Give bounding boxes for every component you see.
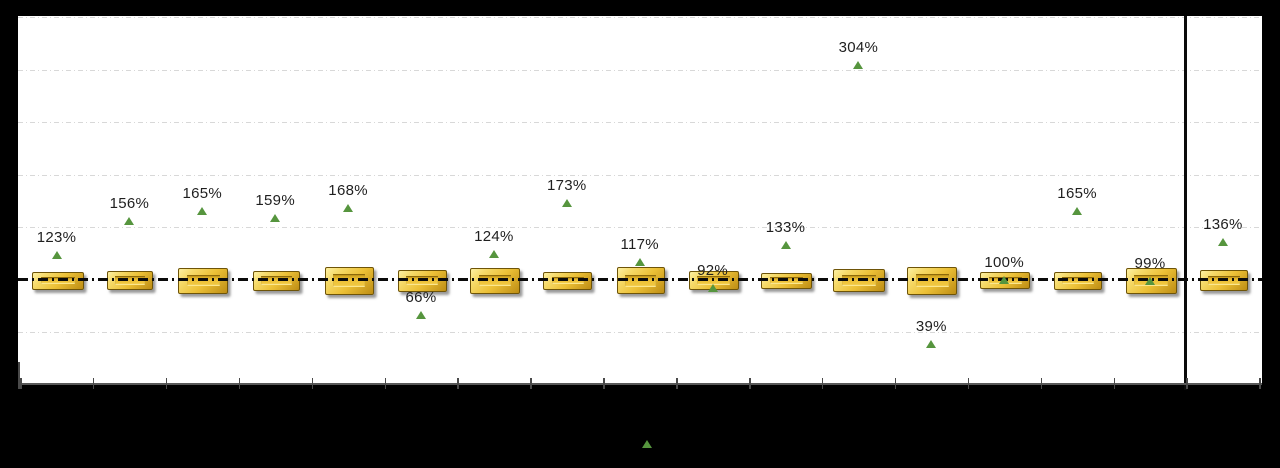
triangle-marker xyxy=(124,216,135,225)
data-label: 165% xyxy=(1057,185,1097,203)
axis-tick xyxy=(530,378,532,389)
axis-tick xyxy=(20,378,22,389)
axis-tick xyxy=(1040,378,1043,389)
axis-tick xyxy=(967,378,970,389)
triangle-marker xyxy=(853,61,864,70)
data-label: 123% xyxy=(36,229,77,247)
triangle-marker xyxy=(926,339,937,348)
axis-tick xyxy=(894,378,897,389)
triangle-marker xyxy=(634,257,645,266)
triangle-marker xyxy=(197,207,208,216)
series-separator-line xyxy=(1183,16,1187,390)
data-label: 100% xyxy=(984,253,1024,271)
triangle-marker xyxy=(51,251,62,260)
data-label: 159% xyxy=(255,191,295,209)
axis-tick xyxy=(1113,378,1115,389)
axis-tick xyxy=(384,378,386,389)
y-gridline xyxy=(18,17,1262,18)
data-label: 156% xyxy=(109,194,150,212)
y-gridline xyxy=(18,69,1262,71)
plot-area xyxy=(18,16,1262,384)
axis-tick xyxy=(676,378,678,389)
triangle-marker xyxy=(707,283,718,292)
axis-tick xyxy=(749,378,751,389)
data-label: 168% xyxy=(328,182,368,200)
data-label: 66% xyxy=(405,289,437,307)
axis-tick xyxy=(92,378,95,389)
axis-tick xyxy=(1259,378,1261,389)
data-label: 304% xyxy=(838,39,879,57)
data-label: 99% xyxy=(1134,254,1166,272)
axis-tick xyxy=(821,378,824,389)
y-gridline xyxy=(18,122,1262,123)
triangle-marker xyxy=(488,250,499,259)
data-label: 173% xyxy=(547,176,587,194)
triangle-marker xyxy=(1072,207,1083,216)
data-label: 165% xyxy=(182,185,223,203)
data-label: 117% xyxy=(620,235,659,253)
y-gridline xyxy=(18,174,1262,176)
legend-triangle-marker-icon xyxy=(642,439,652,448)
axis-tick xyxy=(165,378,168,389)
triangle-marker xyxy=(343,204,354,213)
data-label: 124% xyxy=(474,228,514,246)
triangle-marker xyxy=(270,213,281,222)
y-gridline xyxy=(18,332,1262,333)
axis-tick xyxy=(457,378,459,389)
reference-line xyxy=(18,278,1262,281)
data-label: 136% xyxy=(1203,215,1243,233)
axis-tick xyxy=(238,378,241,389)
data-label: 92% xyxy=(697,261,729,279)
data-label: 133% xyxy=(765,218,806,236)
data-label: 39% xyxy=(915,317,947,335)
category-axis-line xyxy=(18,383,1262,385)
axis-tick xyxy=(603,378,605,389)
triangle-marker xyxy=(1145,276,1155,285)
triangle-marker xyxy=(561,198,572,207)
triangle-marker xyxy=(999,275,1010,284)
triangle-marker xyxy=(416,311,426,320)
axis-tick xyxy=(1186,378,1188,389)
triangle-marker xyxy=(780,240,791,249)
triangle-marker xyxy=(1217,237,1228,246)
y-gridline xyxy=(18,227,1262,228)
axis-tick xyxy=(311,378,314,389)
value-axis-stub xyxy=(17,362,20,389)
